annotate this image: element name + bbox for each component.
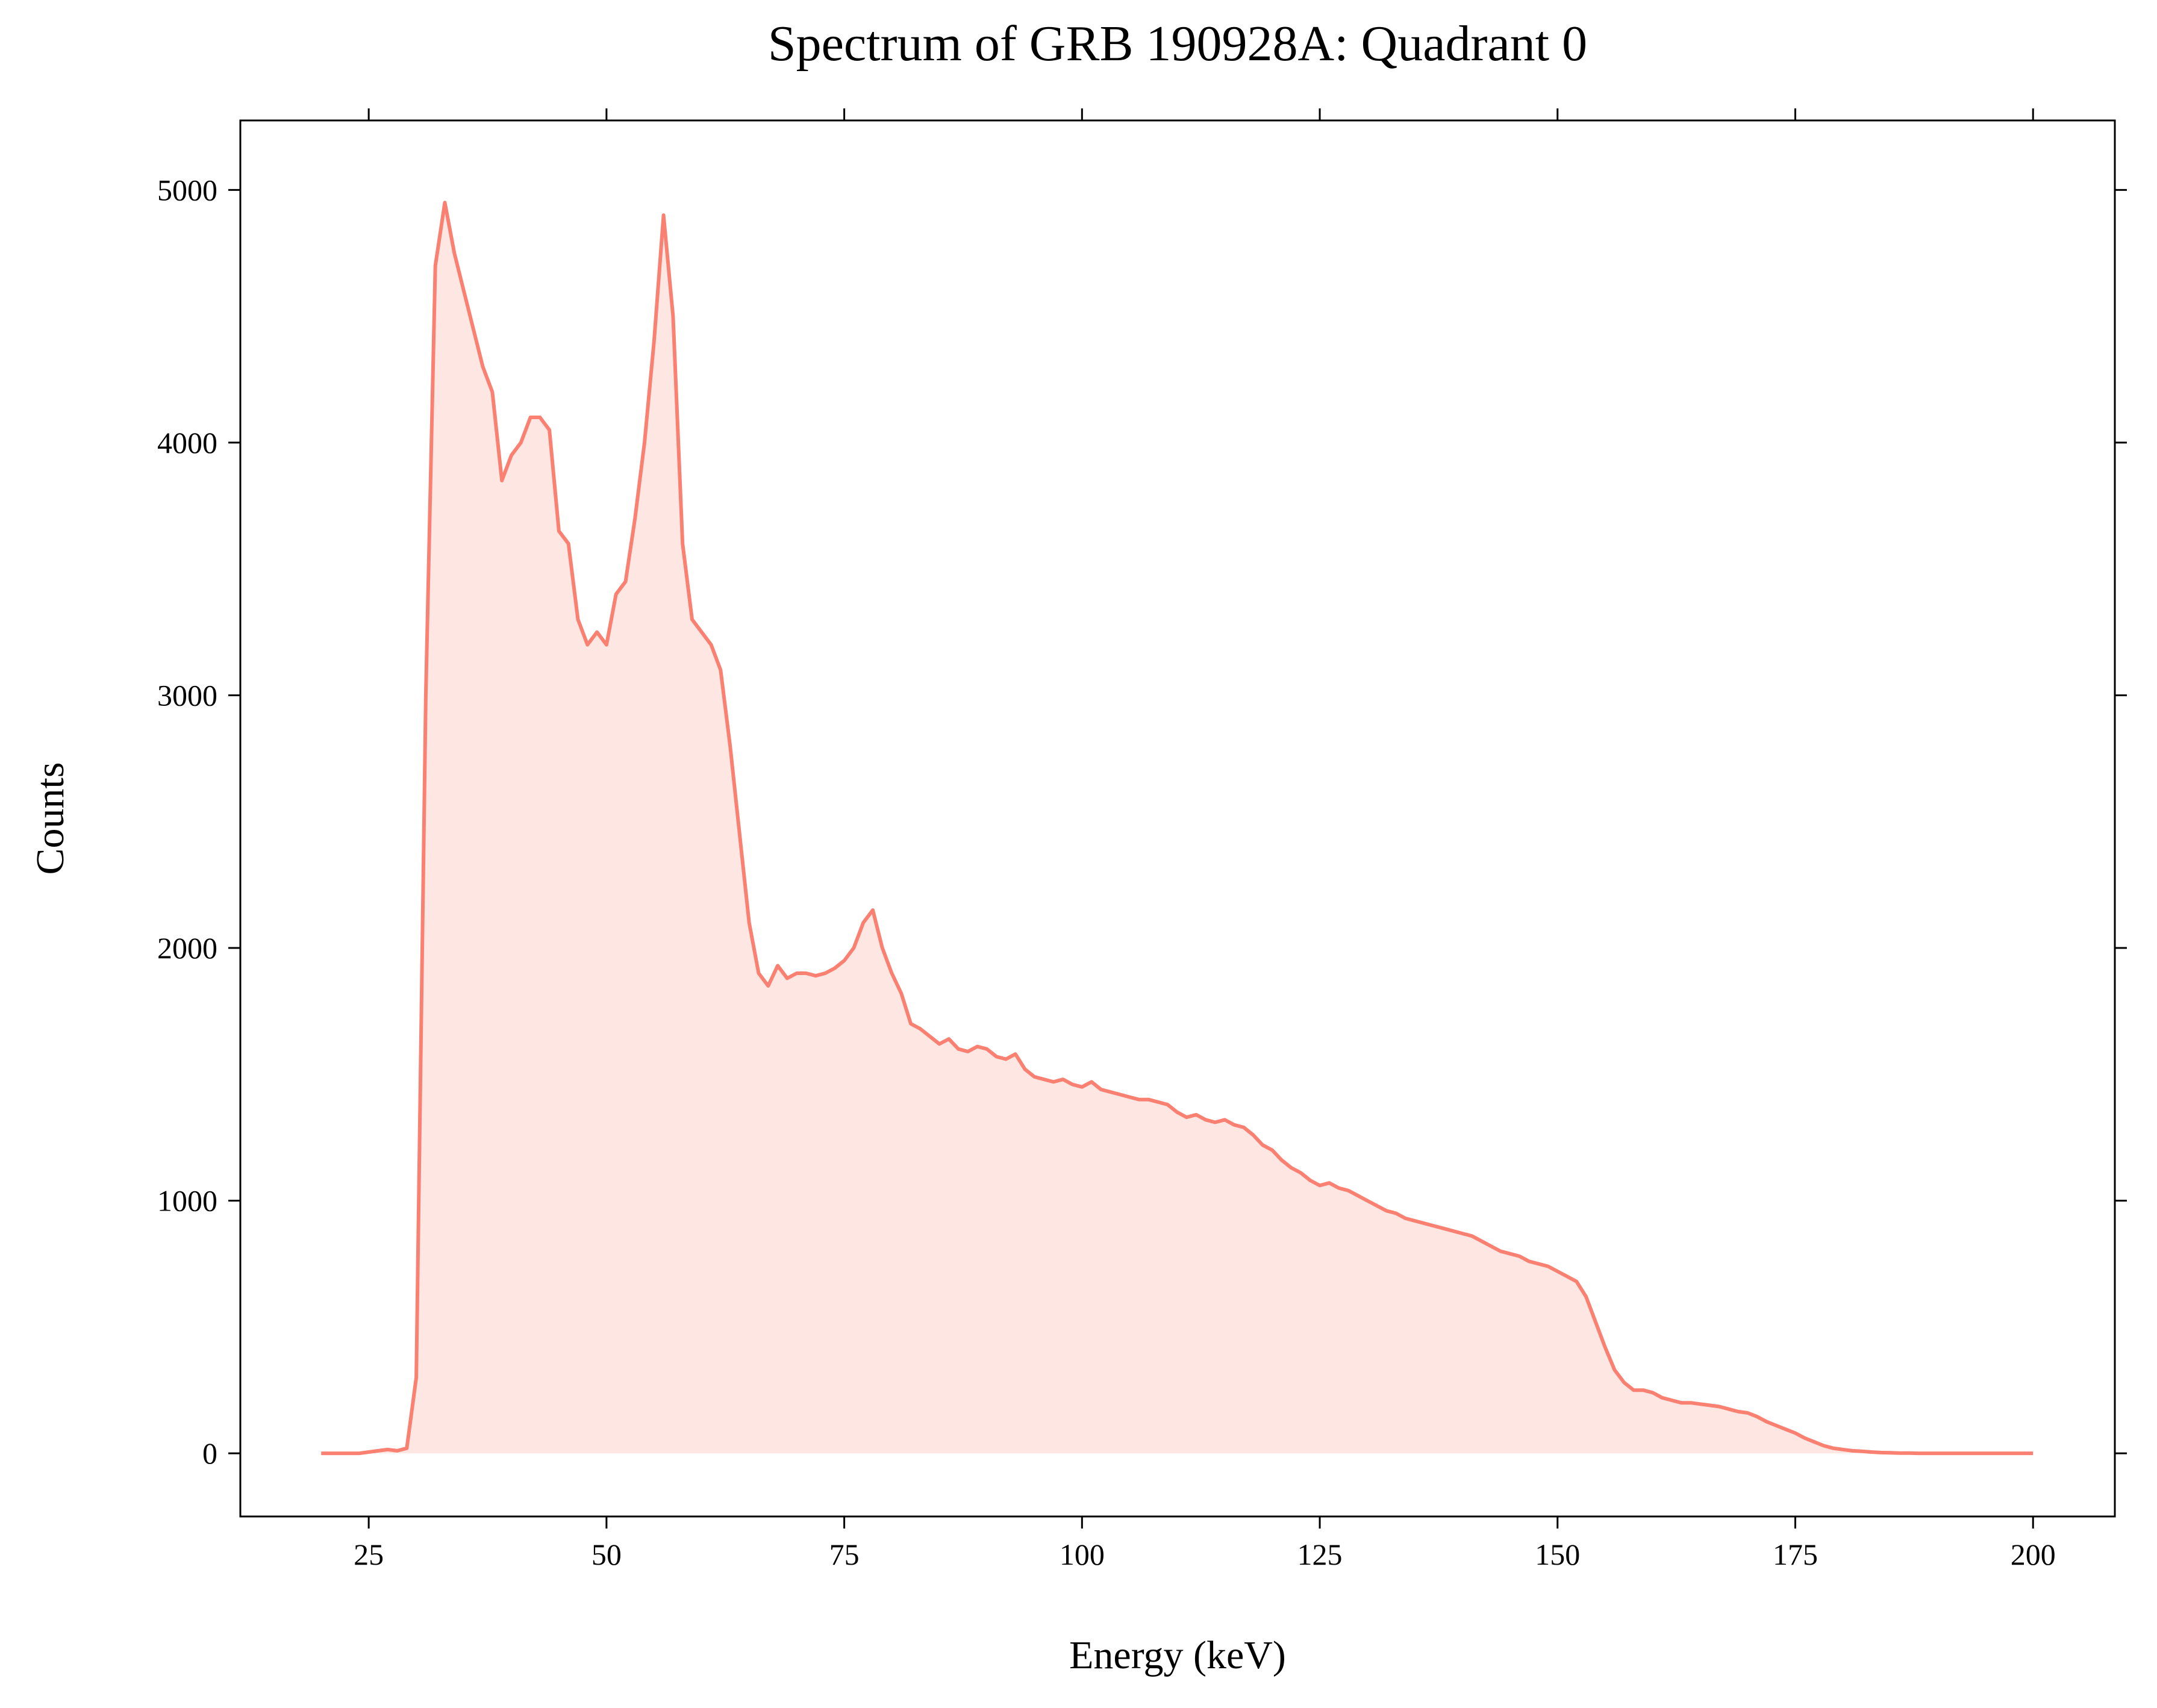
x-tick-label: 200 (2011, 1538, 2056, 1571)
x-tick-label: 150 (1535, 1538, 1580, 1571)
x-tick-label: 75 (829, 1538, 860, 1571)
y-axis-label: Counts (28, 762, 72, 874)
x-axis-label: Energy (keV) (1069, 1633, 1286, 1677)
y-tick-label: 5000 (157, 173, 217, 207)
chart-title: Spectrum of GRB 190928A: Quadrant 0 (768, 16, 1587, 72)
area-fill (321, 202, 2034, 1454)
y-tick-label: 0 (202, 1436, 217, 1470)
y-tick-label: 3000 (157, 678, 217, 712)
spectrum-line (321, 201, 2034, 1456)
x-tick-label: 100 (1060, 1538, 1105, 1571)
y-tick-label: 4000 (157, 426, 217, 460)
y-tick-label: 2000 (157, 931, 217, 965)
plot-frame (239, 119, 2116, 1518)
x-tick-label: 175 (1773, 1538, 1818, 1571)
y-tick-label: 1000 (157, 1184, 217, 1218)
x-tick-label: 125 (1297, 1538, 1343, 1571)
x-tick-label: 50 (592, 1538, 622, 1571)
x-tick-label: 25 (354, 1538, 384, 1571)
